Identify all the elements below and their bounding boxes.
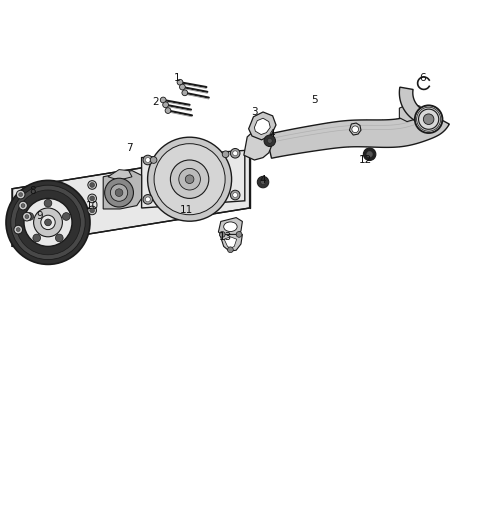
- Text: 1: 1: [174, 73, 181, 83]
- Polygon shape: [249, 112, 276, 140]
- Circle shape: [90, 208, 95, 213]
- Circle shape: [115, 189, 123, 197]
- Circle shape: [267, 138, 272, 143]
- Circle shape: [230, 148, 240, 158]
- Ellipse shape: [419, 109, 439, 129]
- Circle shape: [222, 151, 229, 158]
- Circle shape: [261, 180, 265, 184]
- Circle shape: [143, 195, 153, 204]
- Circle shape: [23, 212, 31, 221]
- Circle shape: [367, 152, 372, 157]
- Circle shape: [228, 247, 233, 252]
- Ellipse shape: [11, 185, 85, 260]
- Polygon shape: [254, 118, 270, 135]
- Circle shape: [145, 197, 150, 202]
- Text: 4: 4: [269, 129, 276, 139]
- Polygon shape: [224, 237, 237, 248]
- Circle shape: [14, 225, 23, 234]
- Circle shape: [90, 196, 95, 201]
- Circle shape: [264, 135, 276, 146]
- Polygon shape: [244, 130, 273, 160]
- Ellipse shape: [148, 137, 232, 221]
- Ellipse shape: [15, 190, 81, 255]
- Circle shape: [33, 234, 40, 242]
- Polygon shape: [349, 123, 361, 135]
- Circle shape: [177, 79, 183, 85]
- Circle shape: [19, 201, 27, 210]
- Circle shape: [163, 102, 168, 108]
- Circle shape: [105, 178, 133, 207]
- Circle shape: [165, 108, 171, 114]
- Polygon shape: [399, 87, 432, 125]
- Ellipse shape: [41, 215, 55, 229]
- Circle shape: [21, 204, 25, 207]
- Circle shape: [19, 193, 23, 197]
- Polygon shape: [108, 169, 132, 180]
- Circle shape: [90, 183, 95, 187]
- Circle shape: [180, 84, 185, 90]
- Text: 9: 9: [36, 211, 43, 221]
- Ellipse shape: [423, 114, 434, 124]
- Circle shape: [160, 97, 166, 103]
- Ellipse shape: [185, 175, 194, 183]
- Circle shape: [230, 190, 240, 200]
- Text: 8: 8: [29, 186, 36, 196]
- Circle shape: [110, 184, 128, 201]
- Ellipse shape: [224, 222, 237, 231]
- Text: 12: 12: [359, 155, 372, 165]
- Circle shape: [25, 215, 29, 219]
- Ellipse shape: [170, 160, 209, 198]
- Circle shape: [16, 190, 25, 199]
- Circle shape: [363, 148, 376, 160]
- Ellipse shape: [45, 219, 51, 226]
- Text: 6: 6: [419, 73, 426, 83]
- Circle shape: [145, 158, 150, 162]
- Circle shape: [233, 151, 238, 156]
- Polygon shape: [142, 151, 245, 208]
- Circle shape: [26, 212, 34, 220]
- Circle shape: [257, 176, 269, 188]
- Circle shape: [88, 206, 96, 215]
- Circle shape: [150, 157, 157, 163]
- Circle shape: [88, 194, 96, 203]
- Circle shape: [182, 90, 188, 96]
- Circle shape: [233, 193, 238, 198]
- Circle shape: [16, 228, 20, 231]
- Text: 2: 2: [153, 97, 159, 108]
- Polygon shape: [218, 218, 242, 236]
- Circle shape: [56, 234, 63, 242]
- Polygon shape: [220, 234, 242, 251]
- Circle shape: [236, 231, 242, 237]
- Circle shape: [352, 126, 359, 133]
- Text: 4: 4: [260, 175, 266, 185]
- Text: 10: 10: [85, 201, 99, 210]
- Ellipse shape: [34, 208, 62, 237]
- Circle shape: [88, 181, 96, 189]
- Ellipse shape: [179, 168, 201, 190]
- Ellipse shape: [6, 180, 90, 264]
- Text: 13: 13: [219, 232, 232, 242]
- Polygon shape: [266, 110, 449, 158]
- Text: 11: 11: [180, 205, 193, 216]
- Ellipse shape: [24, 199, 72, 246]
- Text: 3: 3: [251, 107, 258, 117]
- Ellipse shape: [154, 144, 225, 215]
- Text: 5: 5: [311, 95, 318, 105]
- Circle shape: [219, 231, 225, 237]
- Text: 7: 7: [126, 143, 133, 153]
- Circle shape: [62, 212, 70, 220]
- Circle shape: [143, 155, 153, 165]
- Polygon shape: [103, 170, 142, 209]
- Polygon shape: [12, 151, 250, 246]
- Ellipse shape: [415, 105, 443, 133]
- Polygon shape: [399, 103, 422, 121]
- Circle shape: [44, 199, 52, 207]
